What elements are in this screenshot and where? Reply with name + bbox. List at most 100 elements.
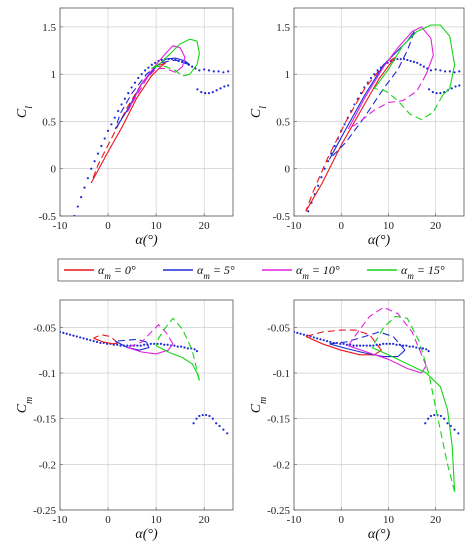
experimental-point-48 — [211, 91, 214, 94]
experimental-point-9 — [322, 339, 325, 342]
experimental-point-28 — [385, 342, 388, 345]
y-axis-label-main: C — [249, 403, 264, 413]
experimental-point-45 — [200, 91, 203, 94]
y-axis-label: Cm — [15, 397, 35, 414]
experimental-point-32 — [412, 60, 416, 63]
series-line-0 — [90, 62, 167, 184]
experimental-point-22 — [365, 344, 368, 347]
experimental-point-46 — [204, 91, 207, 95]
experimental-point-33 — [401, 344, 405, 347]
legend-label-2: αm = 10° — [296, 263, 340, 281]
series-line-1 — [90, 62, 166, 184]
experimental-point-2 — [299, 332, 302, 335]
y-tick-label-0: -0.25 — [33, 505, 56, 517]
experimental-point-52 — [226, 432, 229, 435]
y-tick-label-2: 0.5 — [42, 116, 56, 128]
experimental-point-30 — [392, 342, 395, 345]
experimental-point-44 — [427, 88, 431, 91]
experimental-point-22 — [147, 66, 150, 69]
legend-entry-2: αm = 10° — [262, 263, 340, 281]
y-tick-label-2: 0.5 — [276, 116, 290, 128]
experimental-point-41 — [427, 350, 430, 353]
experimental-point-34 — [419, 63, 422, 66]
plot-area — [294, 306, 460, 492]
legend-entry-3: αm = 15° — [367, 263, 445, 281]
experimental-point-46 — [435, 91, 438, 95]
series-line-0 — [305, 56, 396, 212]
series-line-7 — [155, 317, 200, 381]
series-line-5 — [127, 323, 174, 349]
experimental-point-18 — [133, 81, 137, 84]
x-tick-label-2: 10 — [383, 514, 395, 526]
experimental-point-15 — [342, 342, 345, 345]
experimental-point-11 — [95, 340, 99, 344]
x-tick-label-3: 20 — [199, 220, 211, 232]
experimental-point-30 — [159, 342, 163, 345]
series-line-7 — [371, 315, 456, 492]
x-axis-label: α(°) — [368, 233, 391, 248]
y-tick-label-3: -0.1 — [273, 368, 290, 380]
x-tick-label-0: -10 — [53, 220, 68, 232]
series-line-5 — [347, 306, 427, 366]
experimental-point-35 — [408, 345, 411, 348]
chart-panels: -10 0 10 20-0.500.511.5α(°)Cl-10 0 10 20-0.500… — [15, 7, 465, 542]
experimental-point-47 — [439, 414, 442, 418]
experimental-point-7 — [96, 152, 100, 155]
x-axis-label: α(°) — [368, 527, 391, 542]
experimental-point-41 — [217, 70, 220, 73]
experimental-point-46 — [204, 413, 208, 417]
experimental-point-6 — [79, 336, 82, 339]
experimental-point-9 — [103, 137, 106, 140]
experimental-point-7 — [82, 337, 85, 340]
series-line-6 — [155, 345, 200, 381]
experimental-point-40 — [193, 348, 196, 351]
experimental-point-52 — [457, 432, 460, 435]
experimental-point-32 — [180, 60, 184, 63]
experimental-point-39 — [439, 69, 442, 72]
experimental-point-49 — [446, 422, 449, 425]
series-line-0 — [93, 337, 118, 345]
experimental-point-19 — [355, 344, 358, 347]
series-line-5 — [348, 73, 427, 130]
experimental-point-31 — [163, 343, 166, 346]
experimental-point-43 — [427, 417, 430, 420]
x-tick-label-1: 0 — [338, 220, 344, 232]
experimental-point-37 — [183, 346, 186, 349]
y-tick-label-2: -0.15 — [267, 414, 290, 426]
experimental-point-11 — [329, 340, 332, 344]
experimental-point-3 — [302, 333, 306, 336]
experimental-point-38 — [186, 347, 189, 350]
y-tick-label-0: -0.25 — [267, 505, 290, 517]
experimental-point-1 — [76, 205, 79, 208]
experimental-point-49 — [215, 89, 218, 92]
plot-area — [73, 38, 230, 216]
experimental-point-43 — [458, 70, 461, 73]
y-axis-label-sub: m — [24, 397, 35, 404]
experimental-point-10 — [325, 339, 329, 343]
series-line-4 — [347, 26, 434, 130]
experimental-point-4 — [320, 176, 323, 179]
experimental-point-1 — [62, 331, 65, 334]
experimental-point-1 — [296, 331, 299, 334]
experimental-point-20 — [359, 344, 362, 347]
panel-top-right: -10 0 10 20 -0.5 0 0.5 1 1.5 α(°) Cl — [249, 7, 465, 248]
experimental-point-45 — [431, 91, 434, 94]
experimental-point-8 — [333, 144, 336, 148]
experimental-point-34 — [173, 344, 176, 347]
experimental-point-4 — [72, 334, 75, 337]
x-tick-label-0: -10 — [287, 514, 302, 526]
panel-bottom-left: -10 0 10 20 -0.25 -0.2 -0.15 -0.1 -0.05 α(°) Cm — [15, 299, 234, 542]
experimental-point-0 — [307, 210, 310, 213]
x-tick-label-1: 0 — [338, 514, 344, 526]
experimental-point-10 — [92, 339, 95, 343]
experimental-point-51 — [454, 85, 457, 88]
experimental-point-35 — [176, 345, 179, 348]
x-tick-label-3: 20 — [199, 514, 211, 526]
experimental-point-17 — [116, 343, 119, 346]
y-axis-label-sub: m — [258, 397, 269, 404]
experimental-point-45 — [433, 413, 436, 417]
y-tick-label-2: -0.15 — [33, 414, 56, 426]
series-line-1 — [93, 334, 119, 344]
experimental-point-18 — [352, 344, 355, 347]
